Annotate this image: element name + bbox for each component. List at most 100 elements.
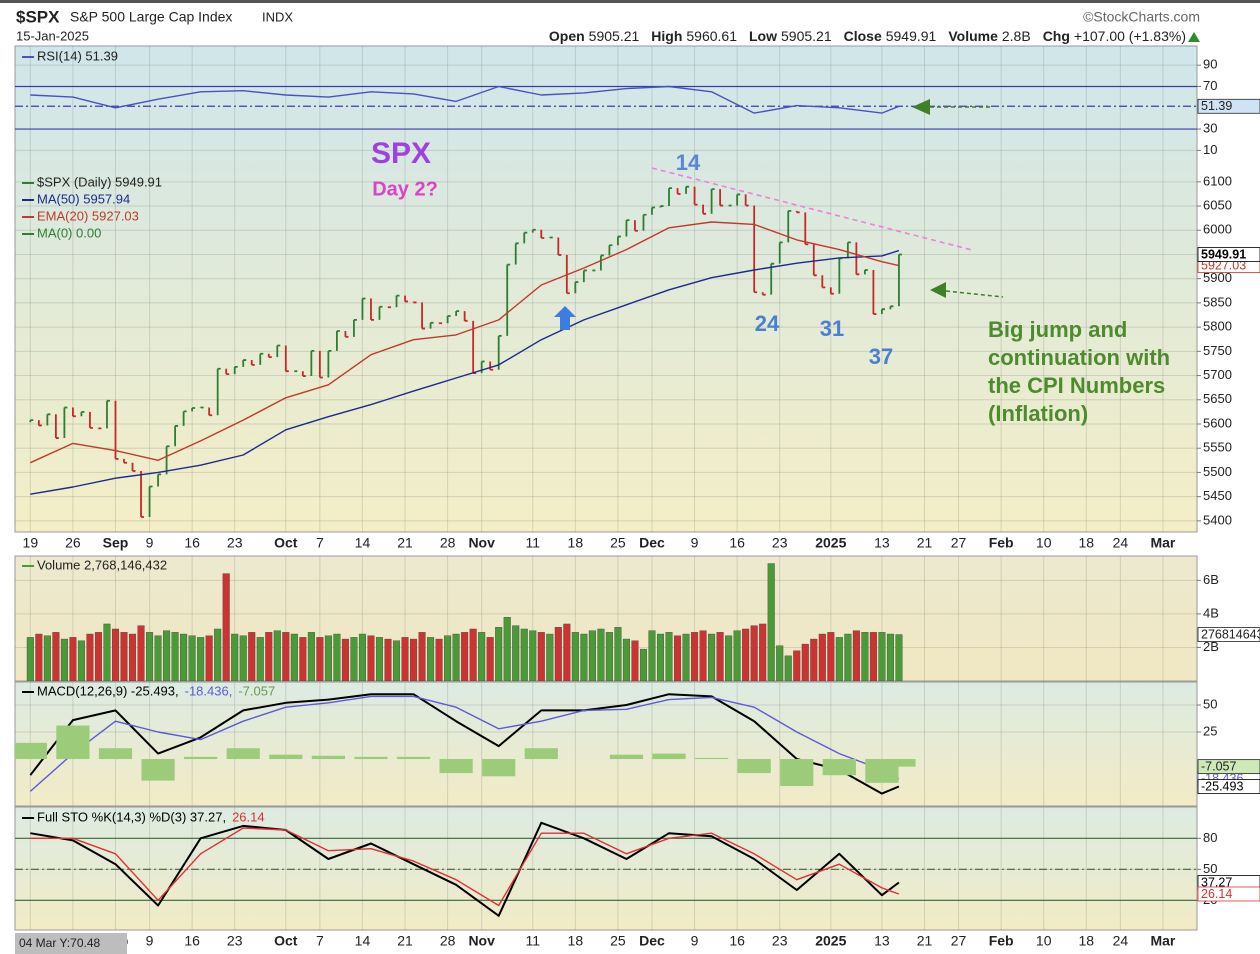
- price-bar: [582, 269, 587, 283]
- price-bar: [191, 407, 196, 412]
- price-bar: [642, 213, 647, 231]
- x-tick-label: 27: [951, 535, 967, 551]
- x-tick-label: Nov: [468, 535, 495, 551]
- y-tick-label: 25: [1203, 723, 1217, 738]
- series-line: [30, 221, 900, 464]
- bar: [111, 628, 120, 681]
- y-tick-label: 5550: [1203, 440, 1232, 455]
- x-tick-label: 7: [316, 933, 324, 949]
- x-tick-label: 28: [440, 933, 456, 949]
- bar: [154, 635, 162, 681]
- annotation: 14: [676, 150, 701, 175]
- price-bar: [557, 237, 562, 256]
- price-bar: [702, 204, 707, 215]
- bar: [691, 632, 699, 681]
- price-bar: [693, 186, 698, 206]
- sto-panel-frame: [14, 806, 1198, 931]
- bar: [307, 632, 315, 681]
- bar: [520, 628, 528, 681]
- price-bar: [89, 411, 93, 429]
- price-bar: [233, 365, 238, 375]
- bar: [639, 648, 647, 681]
- x-tick-label: 21: [917, 535, 933, 551]
- bar: [384, 638, 392, 681]
- legend-label: -18.436,: [185, 683, 233, 698]
- x-tick-label: 14: [355, 535, 371, 551]
- price-bar: [736, 193, 741, 206]
- bar: [725, 635, 733, 681]
- bar: [861, 632, 869, 681]
- price-arrow-head: [930, 282, 946, 298]
- bar: [222, 573, 230, 681]
- price-bar: [140, 470, 145, 518]
- y-tick-label: 4B: [1203, 605, 1219, 620]
- bar: [184, 756, 218, 760]
- bar: [742, 628, 750, 681]
- annotation: 37: [869, 344, 893, 369]
- price-bar: [446, 315, 451, 324]
- price-bar: [54, 414, 59, 439]
- x-tick-label: 24: [1113, 933, 1129, 949]
- y-tick-label: 50: [1203, 861, 1217, 876]
- bar: [401, 637, 409, 681]
- symbol: $SPX: [16, 7, 60, 26]
- x-tick-label: 9: [691, 535, 699, 551]
- value-tag: -25.493: [1201, 779, 1243, 793]
- date: 15-Jan-2025: [16, 28, 89, 43]
- price-bar: [344, 331, 349, 338]
- sto-panel-bg: [15, 807, 1197, 930]
- quote-line: Open 5905.21 High 5960.61 Low 5905.21 Close 594…: [549, 28, 1186, 44]
- quote-value: 5949.91: [886, 28, 937, 44]
- x-tick-label: 7: [316, 535, 324, 551]
- bar: [759, 623, 767, 681]
- price-bar: [506, 263, 511, 336]
- bar: [737, 759, 771, 774]
- legend-label: $SPX (Daily) 5949.91: [37, 174, 162, 189]
- bar: [801, 643, 809, 681]
- quote-value: 5905.21: [589, 28, 640, 44]
- price-bar: [216, 367, 221, 416]
- value-tag-box: [1197, 779, 1260, 794]
- price-bar: [463, 311, 468, 322]
- y-tick-label: 10: [1203, 142, 1217, 157]
- price-bar: [617, 235, 621, 246]
- bar: [214, 628, 222, 681]
- x-tick-label: 9: [691, 933, 699, 949]
- legend-label: RSI(14) 51.39: [37, 48, 118, 63]
- bar: [435, 638, 443, 681]
- bar: [818, 633, 826, 681]
- bar: [439, 759, 473, 774]
- price-bar: [668, 187, 673, 207]
- bar: [482, 759, 516, 777]
- bar: [94, 632, 102, 681]
- y-tick-label: 6B: [1203, 572, 1219, 587]
- x-tick-label: 18: [1079, 535, 1095, 551]
- bar: [350, 637, 358, 681]
- bar: [273, 630, 281, 681]
- x-tick-label: Oct: [274, 933, 298, 949]
- bar: [588, 630, 596, 681]
- price-bar: [480, 360, 485, 374]
- x-tick-label: 11: [525, 933, 540, 949]
- y-tick-label: 2B: [1203, 639, 1219, 654]
- price-bar: [608, 244, 613, 256]
- y-tick-label: 30: [1203, 120, 1217, 135]
- bar: [141, 759, 175, 781]
- price-bar: [174, 425, 179, 447]
- bar: [410, 638, 418, 681]
- top-border: [0, 0, 1260, 3]
- annotation: (Inflation): [988, 401, 1088, 426]
- price-bar: [455, 310, 460, 316]
- price-bar: [327, 349, 332, 378]
- bar: [299, 637, 307, 681]
- quote-value: +107.00 (+1.83%): [1074, 28, 1186, 44]
- x-tick-label: 19: [23, 535, 39, 551]
- bar: [60, 638, 68, 681]
- y-tick-label: 50: [1203, 696, 1217, 711]
- y-tick-label: 6050: [1203, 197, 1232, 212]
- annotation: continuation with: [988, 345, 1170, 370]
- x-tick-label: 16: [184, 933, 200, 949]
- bar: [524, 748, 558, 760]
- bar: [324, 635, 332, 681]
